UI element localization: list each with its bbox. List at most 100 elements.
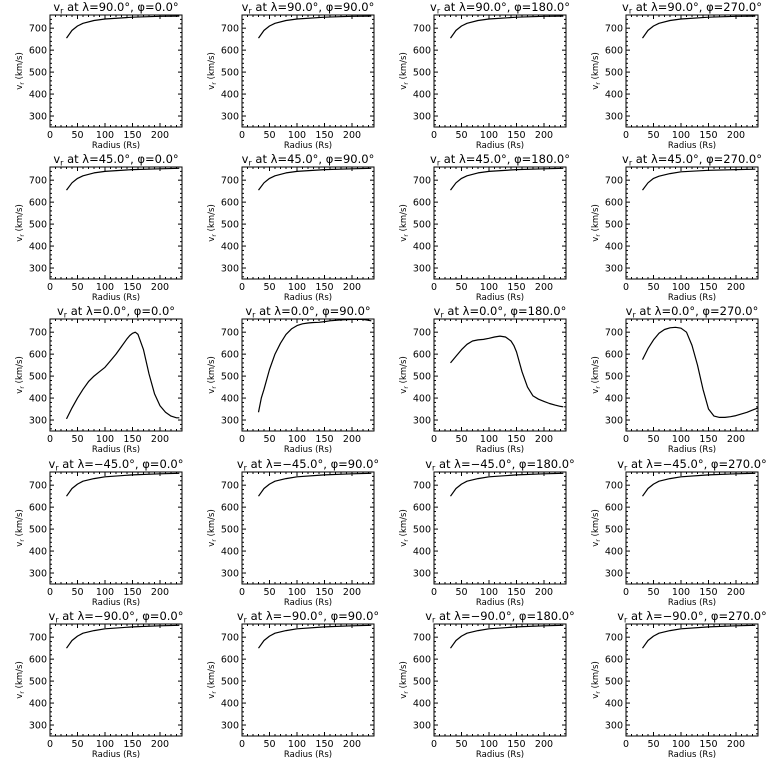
series-line [66, 624, 180, 649]
y-tick-label: 600 [605, 46, 623, 57]
subplot-title: vr at λ=0.0°, φ=180.0° [434, 304, 567, 320]
y-tick-label: 300 [605, 264, 623, 275]
subplot-title: vr at λ=0.0°, φ=90.0° [245, 304, 370, 320]
y-axis-label: vr (km/s) [591, 356, 602, 394]
y-tick-label: 400 [605, 547, 623, 558]
subplot-16: vr at λ=−45.0°, φ=270.0° 0 50 100 150 200 300 4… [591, 457, 767, 608]
x-axis-label: Radius (Rs) [476, 293, 524, 303]
y-tick-label: 500 [413, 677, 431, 688]
y-tick-label: 300 [605, 569, 623, 580]
x-tick-label: 0 [431, 130, 437, 141]
y-tick-label: 600 [29, 198, 47, 209]
x-tick-label: 200 [535, 130, 553, 141]
series-line [642, 168, 756, 191]
x-tick-label: 100 [672, 739, 690, 750]
y-tick-label: 700 [413, 176, 431, 187]
x-axis-label: Radius (Rs) [284, 141, 332, 151]
y-tick-label: 300 [29, 569, 47, 580]
y-tick-label: 300 [605, 112, 623, 123]
x-tick-label: 150 [507, 282, 525, 293]
x-tick-label: 200 [535, 434, 553, 445]
series-line [642, 15, 756, 39]
x-tick-label: 0 [47, 130, 53, 141]
y-tick-label: 700 [29, 328, 47, 339]
x-tick-label: 150 [507, 130, 525, 141]
series-line [66, 167, 180, 191]
subplot-title: vr at λ=−90.0°, φ=270.0° [617, 609, 767, 625]
x-tick-label: 0 [431, 434, 437, 445]
series-line [258, 624, 372, 649]
y-tick-label: 400 [29, 242, 47, 253]
y-tick-label: 700 [413, 481, 431, 492]
x-tick-label: 200 [343, 587, 361, 598]
series-line [450, 472, 564, 497]
y-tick-label: 400 [413, 699, 431, 710]
y-tick-label: 500 [29, 525, 47, 536]
y-tick-label: 500 [413, 220, 431, 231]
y-tick-label: 600 [605, 198, 623, 209]
plot-frame [49, 318, 183, 432]
y-tick-label: 400 [413, 394, 431, 405]
x-tick-label: 200 [151, 282, 169, 293]
y-tick-label: 700 [413, 24, 431, 35]
x-tick-label: 100 [96, 130, 114, 141]
y-tick-label: 500 [29, 68, 47, 79]
y-tick-label: 300 [605, 721, 623, 732]
y-tick-label: 400 [605, 394, 623, 405]
x-tick-label: 50 [71, 739, 83, 750]
y-tick-label: 400 [29, 547, 47, 558]
x-axis-label: Radius (Rs) [284, 750, 332, 760]
series-line [641, 326, 759, 418]
y-tick-label: 500 [29, 677, 47, 688]
series-line [66, 472, 180, 497]
y-tick-label: 300 [221, 721, 239, 732]
x-tick-label: 0 [623, 739, 629, 750]
y-tick-label: 300 [221, 112, 239, 123]
subplot-19: vr at λ=−90.0°, φ=180.0° 0 50 100 150 200 300 4… [399, 609, 575, 760]
y-axis-label: vr (km/s) [207, 661, 218, 699]
x-axis-label: Radius (Rs) [284, 598, 332, 608]
y-axis-label: vr (km/s) [591, 204, 602, 242]
y-tick-label: 500 [413, 372, 431, 383]
y-axis-label: vr (km/s) [15, 356, 26, 394]
subplot-20: vr at λ=−90.0°, φ=270.0° 0 50 100 150 200 300 4… [591, 609, 767, 760]
x-tick-label: 100 [288, 587, 306, 598]
y-axis-label: vr (km/s) [207, 52, 218, 90]
subplot-6: vr at λ=45.0°, φ=90.0° 0 50 100 150 200 300 400… [207, 152, 375, 303]
y-tick-label: 300 [413, 569, 431, 580]
x-tick-label: 200 [535, 739, 553, 750]
x-tick-label: 50 [455, 587, 467, 598]
plot-frame [49, 166, 183, 280]
x-tick-label: 50 [647, 587, 659, 598]
y-tick-label: 700 [221, 328, 239, 339]
x-tick-label: 0 [623, 130, 629, 141]
subplot-18: vr at λ=−90.0°, φ=90.0° 0 50 100 150 200 300 40… [207, 609, 379, 760]
y-tick-label: 500 [221, 525, 239, 536]
subplot-title: vr at λ=45.0°, φ=270.0° [622, 152, 762, 168]
y-tick-label: 300 [413, 721, 431, 732]
x-tick-label: 100 [672, 434, 690, 445]
series-line [66, 15, 180, 39]
y-axis-label: vr (km/s) [399, 661, 410, 699]
x-tick-label: 50 [455, 434, 467, 445]
y-tick-label: 600 [605, 503, 623, 514]
y-tick-label: 500 [29, 372, 47, 383]
plot-frame [433, 166, 567, 280]
y-tick-label: 400 [605, 242, 623, 253]
series-line [258, 167, 372, 191]
x-tick-label: 50 [71, 130, 83, 141]
y-axis-label: vr (km/s) [15, 52, 26, 90]
y-tick-label: 700 [29, 176, 47, 187]
y-tick-label: 600 [221, 655, 239, 666]
x-tick-label: 150 [123, 130, 141, 141]
y-axis-label: vr (km/s) [15, 661, 26, 699]
plot-frame [241, 318, 375, 432]
x-tick-label: 50 [455, 130, 467, 141]
y-axis-label: vr (km/s) [591, 52, 602, 90]
x-tick-label: 200 [535, 282, 553, 293]
y-tick-label: 600 [605, 655, 623, 666]
y-tick-label: 700 [605, 24, 623, 35]
x-tick-label: 200 [727, 587, 745, 598]
